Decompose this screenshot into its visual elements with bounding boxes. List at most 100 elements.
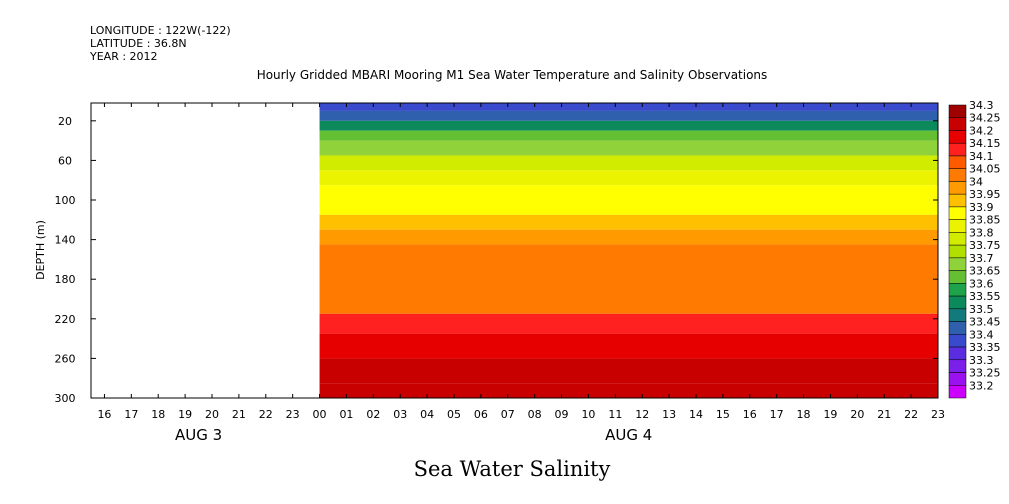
- colorbar: 34.334.2534.234.1534.134.053433.9533.933…: [948, 99, 1001, 399]
- salinity-band: [319, 383, 938, 398]
- plot-frame: [90, 102, 939, 399]
- colorbar-swatch: [948, 359, 967, 373]
- x-tick-label: 17: [124, 408, 138, 421]
- colorbar-swatch: [948, 117, 967, 131]
- colorbar-label: 34.2: [969, 124, 994, 137]
- x-tick-label: 21: [877, 408, 891, 421]
- colorbar-label: 33.85: [969, 214, 1001, 227]
- x-tick-label: 19: [178, 408, 192, 421]
- colorbar-label: 34: [969, 175, 983, 188]
- colorbar-label: 34.3: [969, 99, 994, 112]
- x-tick-label: 06: [474, 408, 488, 421]
- colorbar-swatch: [948, 334, 967, 348]
- x-tick-label: 02: [366, 408, 380, 421]
- x-tick-label: 18: [151, 408, 165, 421]
- latitude-label: LATITUDE : 36.8N: [90, 37, 187, 50]
- x-tick-label: 16: [743, 408, 757, 421]
- colorbar-swatch: [948, 321, 967, 335]
- colorbar-swatch: [948, 385, 967, 399]
- colorbar-swatch: [948, 219, 967, 233]
- colorbar-label: 33.75: [969, 239, 1001, 252]
- y-tick-label: 20: [58, 115, 72, 128]
- colorbar-swatch: [948, 244, 967, 259]
- chart-title: Hourly Gridded MBARI Mooring M1 Sea Wate…: [257, 68, 768, 82]
- colorbar-label: 33.2: [969, 379, 994, 392]
- x-tick-label: 09: [555, 408, 569, 421]
- x-tick-label: 22: [904, 408, 918, 421]
- x-tick-label: 07: [501, 408, 515, 421]
- salinity-band: [319, 140, 938, 156]
- salinity-band: [319, 333, 938, 359]
- colorbar-label: 34.05: [969, 163, 1001, 176]
- x-tick-label: 00: [313, 408, 327, 421]
- x-tick-label: 04: [420, 408, 434, 421]
- salinity-band: [319, 229, 938, 245]
- x-tick-label: 05: [447, 408, 461, 421]
- colorbar-label: 33.95: [969, 188, 1001, 201]
- colorbar-swatch: [948, 155, 967, 169]
- x-tick-label: 15: [716, 408, 730, 421]
- colorbar-swatch: [948, 372, 967, 386]
- salinity-band: [319, 185, 938, 201]
- longitude-label: LONGITUDE : 122W(-122): [90, 24, 231, 37]
- salinity-band: [319, 155, 938, 171]
- y-axis-label: DEPTH (m): [34, 220, 47, 280]
- x-tick-label: 21: [232, 408, 246, 421]
- colorbar-swatch: [948, 257, 967, 271]
- colorbar-swatch: [948, 193, 967, 208]
- colorbar-label: 34.25: [969, 112, 1001, 125]
- colorbar-swatch: [948, 295, 967, 310]
- x-tick-label: 11: [608, 408, 622, 421]
- colorbar-label: 34.15: [969, 137, 1001, 150]
- colorbar-label: 34.1: [969, 150, 994, 163]
- y-tick-label: 60: [58, 154, 72, 167]
- colorbar-label: 33.65: [969, 265, 1001, 278]
- salinity-field: [319, 103, 938, 398]
- x-tick-label: 12: [635, 408, 649, 421]
- colorbar-swatch: [948, 346, 967, 361]
- colorbar-label: 33.8: [969, 226, 994, 239]
- x-tick-label: 01: [339, 408, 353, 421]
- x-tick-label: 22: [259, 408, 273, 421]
- x-tick-label: 17: [770, 408, 784, 421]
- colorbar-swatch: [948, 283, 967, 297]
- y-tick-label: 100: [55, 194, 76, 207]
- salinity-band: [319, 200, 938, 215]
- bottom-title: Sea Water Salinity: [414, 457, 611, 481]
- salinity-band: [319, 313, 938, 334]
- colorbar-label: 33.7: [969, 252, 994, 265]
- salinity-band: [319, 110, 938, 121]
- colorbar-label: 33.45: [969, 316, 1001, 329]
- x-tick-label: 19: [823, 408, 837, 421]
- x-tick-label: 18: [797, 408, 811, 421]
- x-tick-label: 10: [581, 408, 595, 421]
- salinity-band: [319, 244, 938, 300]
- colorbar-label: 33.4: [969, 328, 994, 341]
- salinity-band: [319, 170, 938, 186]
- colorbar-swatch: [948, 181, 967, 195]
- x-tick-label: 03: [393, 408, 407, 421]
- colorbar-swatch: [948, 168, 967, 182]
- salinity-band: [319, 130, 938, 141]
- x-tick-label: 23: [931, 408, 945, 421]
- x-tick-label: 14: [689, 408, 703, 421]
- colorbar-swatch: [948, 270, 967, 284]
- x-day-label: AUG 3: [175, 426, 222, 444]
- salinity-band: [319, 214, 938, 230]
- y-tick-label: 180: [55, 273, 76, 286]
- colorbar-swatch: [948, 130, 967, 144]
- y-tick-label: 300: [55, 392, 76, 405]
- colorbar-label: 33.55: [969, 290, 1001, 303]
- y-tick-label: 260: [55, 352, 76, 365]
- y-axis: 20 60 100 140 180 220 260 300: [55, 115, 938, 405]
- colorbar-swatch: [948, 142, 967, 157]
- colorbar-label: 33.3: [969, 354, 994, 367]
- colorbar-label: 33.25: [969, 367, 1001, 380]
- colorbar-label: 33.9: [969, 201, 994, 214]
- salinity-band: [319, 120, 938, 131]
- x-tick-label: 08: [528, 408, 542, 421]
- x-tick-label: 20: [850, 408, 864, 421]
- colorbar-label: 33.5: [969, 303, 994, 316]
- colorbar-swatch: [948, 104, 967, 118]
- y-tick-label: 140: [55, 234, 76, 247]
